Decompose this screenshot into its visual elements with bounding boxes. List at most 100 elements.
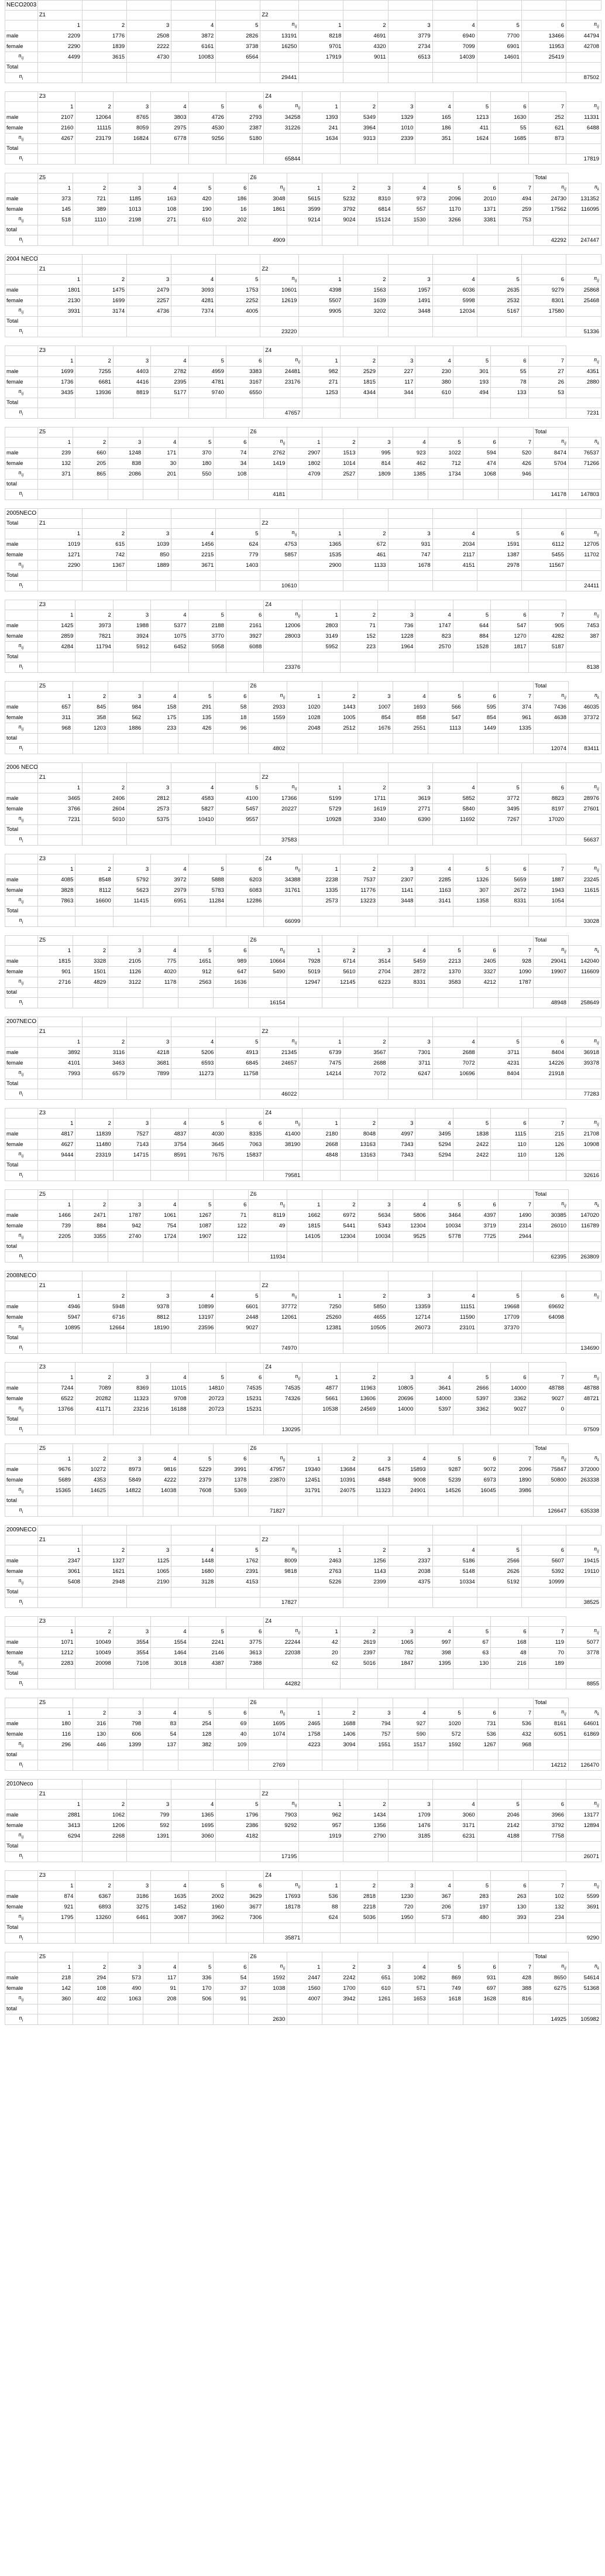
empty-cell bbox=[343, 1779, 389, 1790]
empty-cell bbox=[287, 681, 323, 692]
empty-cell bbox=[263, 652, 303, 662]
value-cell: 4100 bbox=[215, 793, 261, 804]
col-total-cell: 16188 bbox=[150, 1404, 189, 1415]
table-row-total-label: total bbox=[5, 1241, 601, 1252]
col-index-left: 4 bbox=[150, 1626, 189, 1637]
row-total-cell: 12061 bbox=[260, 1312, 300, 1323]
row-label-ni: ni bbox=[5, 1678, 38, 1689]
empty-cell bbox=[533, 479, 569, 490]
empty-cell bbox=[432, 1851, 477, 1862]
value-cell: 7244 bbox=[37, 1383, 76, 1394]
corner-cell bbox=[5, 1626, 38, 1637]
empty-cell bbox=[171, 762, 216, 773]
table-row-female: female 4627 11480 7143 3754 3645 7063 38190 2668… bbox=[5, 1139, 601, 1150]
col-total-cell: 14625 bbox=[73, 1485, 109, 1496]
col-total-cell: 426 bbox=[178, 723, 214, 734]
value-cell: 1491 bbox=[387, 295, 433, 306]
table-row-ni: ni 35871 9290 bbox=[5, 1932, 601, 1944]
col-index-right: 5 bbox=[427, 437, 463, 448]
empty-cell bbox=[178, 225, 214, 235]
row-label-female: female bbox=[5, 204, 38, 215]
row-total-cell: 1861 bbox=[248, 204, 288, 215]
value-cell: 3149 bbox=[302, 631, 341, 642]
value-cell: 3465 bbox=[37, 793, 83, 804]
col-index-left: 6 bbox=[213, 1199, 249, 1210]
empty-cell bbox=[415, 906, 453, 916]
empty-cell bbox=[82, 1271, 128, 1281]
value-cell: 3463 bbox=[82, 1058, 128, 1069]
empty-cell bbox=[343, 1535, 389, 1545]
block-grand-total: 105982 bbox=[568, 2014, 601, 2025]
group-header-row: Z1 Z2 bbox=[5, 1535, 601, 1545]
empty-cell bbox=[248, 1993, 288, 2004]
value-cell: 1434 bbox=[343, 1809, 389, 1821]
table-row-nij: nij 13766 41171 23216 16188 20723 15231 10538 24… bbox=[5, 1404, 601, 1415]
block-total-left: 47657 bbox=[263, 408, 303, 419]
value-cell: 1475 bbox=[82, 285, 128, 296]
col-index-right: 1 bbox=[298, 782, 344, 793]
row-label-ni: ni bbox=[5, 997, 38, 1008]
row-label-ni: ni bbox=[5, 1597, 38, 1608]
value-cell: 1776 bbox=[82, 30, 128, 42]
empty-cell bbox=[568, 225, 601, 235]
value-cell: 5206 bbox=[171, 1047, 216, 1058]
empty-cell bbox=[452, 345, 491, 356]
row-total-cell: 29041 bbox=[533, 956, 569, 967]
value-cell: 1075 bbox=[150, 631, 189, 642]
empty-cell bbox=[357, 1506, 393, 1517]
value-cell: 1709 bbox=[387, 1809, 433, 1821]
empty-cell bbox=[215, 1851, 261, 1862]
value-cell: 3766 bbox=[37, 803, 83, 815]
col-total-cell: 1449 bbox=[462, 723, 499, 734]
col-total-cell: 62 bbox=[302, 1658, 341, 1669]
row-total-cell: 9818 bbox=[260, 1566, 300, 1577]
value-cell: 2626 bbox=[476, 1566, 522, 1577]
row-total-cell: 18178 bbox=[263, 1901, 303, 1913]
empty-cell bbox=[339, 1922, 379, 1933]
value-cell: 1248 bbox=[108, 447, 144, 459]
empty-cell bbox=[126, 1079, 172, 1089]
col-index-right: 6 bbox=[521, 274, 567, 285]
col-index-left: 3 bbox=[126, 274, 172, 285]
col-total-cell: 133 bbox=[490, 387, 529, 398]
corner-cell bbox=[5, 274, 38, 285]
row-total-cell: 5490 bbox=[248, 966, 288, 977]
value-cell: 5615 bbox=[287, 193, 323, 204]
value-cell: 3554 bbox=[112, 1647, 152, 1658]
value-cell: 54 bbox=[143, 1729, 179, 1740]
block-total-right: 14925 bbox=[533, 2014, 569, 2025]
col-nij-left: nij bbox=[263, 1880, 303, 1891]
empty-cell bbox=[521, 508, 567, 519]
col-total-cell: 9444 bbox=[37, 1150, 76, 1161]
value-cell: 595 bbox=[462, 702, 499, 713]
value-cell: 70 bbox=[528, 1647, 566, 1658]
block-spacer bbox=[0, 500, 605, 508]
empty-cell bbox=[566, 1668, 601, 1679]
col-index-left: 3 bbox=[126, 1545, 172, 1556]
empty-cell bbox=[387, 518, 433, 529]
col-total-cell: 2900 bbox=[298, 560, 344, 571]
empty-cell bbox=[452, 1414, 491, 1425]
col-total-cell: 11567 bbox=[521, 560, 567, 571]
empty-cell bbox=[108, 1189, 144, 1200]
empty-cell bbox=[37, 652, 76, 662]
value-cell: 794 bbox=[357, 1718, 393, 1729]
empty-cell bbox=[357, 681, 393, 692]
value-cell: 547 bbox=[490, 620, 529, 631]
empty-cell bbox=[497, 743, 534, 754]
empty-cell bbox=[427, 1496, 463, 1506]
col-total-cell: 3931 bbox=[37, 306, 83, 317]
empty-cell bbox=[150, 345, 189, 356]
empty-cell bbox=[476, 772, 522, 783]
table-row-female: female 1736 6681 4416 2395 4781 3167 23176 271 18… bbox=[5, 377, 601, 388]
empty-cell bbox=[188, 398, 226, 408]
empty-cell bbox=[452, 1932, 491, 1944]
empty-cell bbox=[462, 1760, 499, 1771]
empty-cell bbox=[298, 1281, 344, 1291]
block-spacer bbox=[0, 1862, 605, 1870]
col-index-right: 5 bbox=[476, 20, 522, 31]
empty-cell bbox=[213, 1750, 249, 1760]
empty-cell bbox=[263, 895, 303, 906]
value-cell: 3964 bbox=[339, 122, 379, 134]
empty-cell bbox=[82, 1079, 128, 1089]
